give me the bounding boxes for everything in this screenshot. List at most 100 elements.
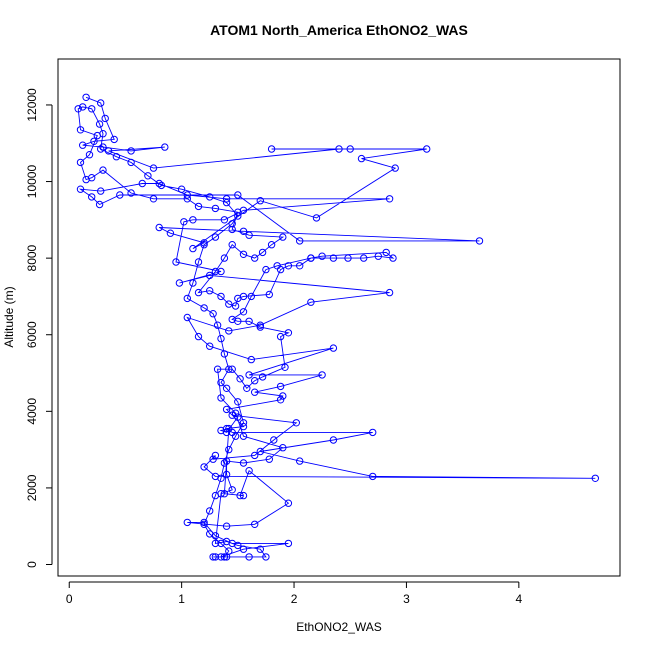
data-point [262,265,270,274]
data-point [276,382,285,391]
data-point [180,218,188,226]
data-point [239,419,248,427]
data-point [79,141,87,149]
y-tick-label: 8000 [25,244,39,271]
data-point [217,539,225,548]
data-point [206,193,214,201]
data-point [99,143,107,151]
data-point [85,151,94,159]
data-point [475,237,484,245]
data-point [222,470,231,479]
data-point [284,499,293,507]
data-point [231,432,240,440]
data-point [211,539,220,548]
data-point [318,252,326,260]
data-point [234,208,242,216]
data-point [281,363,289,371]
data-point [225,424,233,433]
y-tick-label: 10000 [25,165,39,199]
data-point [369,472,377,481]
data-point [296,457,304,465]
data-point [211,267,220,276]
data-point [209,455,217,463]
x-tick-label: 4 [515,592,522,606]
data-point [276,265,285,274]
data-point [243,384,251,392]
y-tick-label: 6000 [25,321,39,348]
data-point [222,384,231,392]
data-point [74,105,82,113]
data-point [276,396,285,404]
data-point [284,329,293,337]
data-point [256,545,264,553]
data-point [312,214,321,222]
data-point [262,553,270,561]
data-point [391,164,399,172]
data-point [211,233,220,241]
data-point [329,344,338,352]
data-point [213,365,222,373]
data-point [217,553,225,561]
data-point [97,187,105,195]
data-point [284,262,293,270]
data-point [217,474,225,482]
data-point [183,191,192,199]
data-point [127,189,135,197]
data-point [292,419,300,427]
data-point [206,530,214,538]
data-point [220,490,229,498]
data-point [247,355,256,364]
data-point [104,147,113,155]
data-point [239,250,248,259]
data-point [76,158,85,167]
data-point [183,294,192,303]
data-point [189,279,197,287]
data-point [374,252,382,260]
y-tick-label: 4000 [25,398,39,425]
data-point [245,467,253,475]
data-point [116,191,124,199]
data-point [220,254,229,262]
data-point [228,225,236,234]
data-point [222,405,231,414]
data-point [200,239,208,247]
data-point [225,547,233,555]
data-point [236,491,244,500]
data-point [217,394,225,402]
data-point [200,463,208,471]
y-axis-label: Altitude (m) [2,286,16,347]
data-point [194,332,203,341]
data-point [76,185,85,193]
y-tick-label: 2000 [25,474,39,501]
data-point [296,262,304,270]
data-point [222,522,231,530]
data-point [423,145,431,153]
data-point [231,409,240,417]
y-tick-label: 0 [25,561,39,568]
data-point [245,371,253,379]
data-point [88,193,96,201]
data-point [239,432,248,440]
data-point [265,290,273,299]
data-point [177,185,186,193]
data-point [217,426,225,435]
y-axis: 0 2000 4000 6000 8000 10000 12000 [25,88,53,568]
data-point [189,244,197,253]
data-point [591,474,599,482]
data-point [256,447,264,456]
data-point [225,327,233,335]
data-point [385,195,394,203]
data-point [329,436,338,444]
data-point [175,279,184,287]
x-tick-label: 0 [66,592,73,606]
data-point [222,198,231,207]
data-point [231,302,240,310]
data-point [79,103,87,111]
data-point [270,436,278,444]
data-point [256,197,264,205]
data-point [88,105,96,113]
data-point [220,459,229,467]
data-point [189,216,197,224]
data-point [225,365,233,373]
data-point [112,153,121,161]
